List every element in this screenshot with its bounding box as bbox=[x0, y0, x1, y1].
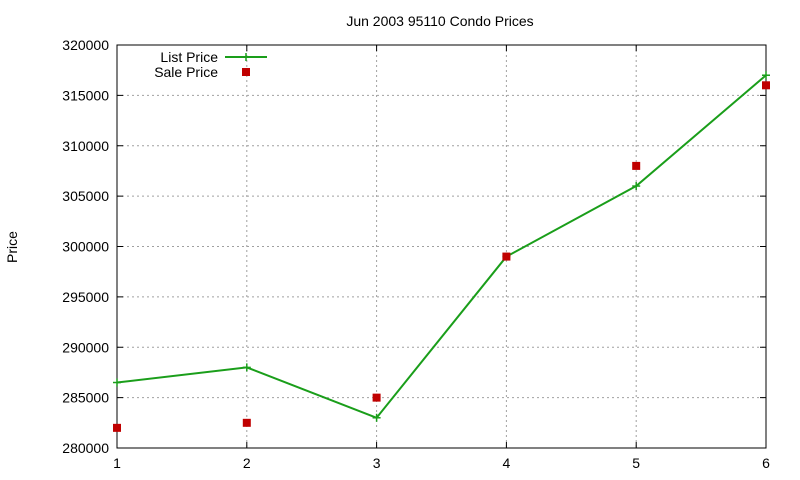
y-tick-label: 280000 bbox=[62, 440, 109, 456]
x-tick-label: 1 bbox=[113, 455, 121, 471]
series-line bbox=[116, 74, 767, 419]
y-tick-label: 320000 bbox=[62, 37, 109, 53]
y-tick-label: 300000 bbox=[62, 239, 109, 255]
data-point-square bbox=[372, 393, 381, 402]
data-point-square bbox=[113, 423, 121, 432]
legend-label: Sale Price bbox=[154, 64, 218, 80]
y-tick-label: 290000 bbox=[62, 339, 109, 355]
y-tick-label: 305000 bbox=[62, 188, 109, 204]
x-tick-labels: 1 2 3 4 5 6 bbox=[113, 455, 770, 471]
x-tick-label: 3 bbox=[373, 455, 381, 471]
data-point-square bbox=[502, 252, 511, 261]
series-layer bbox=[113, 71, 770, 432]
plot-frame bbox=[116, 44, 767, 449]
data-point-plus bbox=[372, 413, 381, 422]
legend-label: List Price bbox=[160, 49, 218, 65]
data-point-plus bbox=[113, 378, 121, 387]
series-0 bbox=[113, 71, 770, 422]
data-point-square bbox=[242, 418, 251, 427]
data-point-plus bbox=[762, 71, 770, 80]
grid bbox=[117, 45, 766, 448]
y-tick-labels: 280000 285000 290000 295000 300000 305000 3100… bbox=[62, 37, 109, 456]
x-tick-label: 6 bbox=[762, 455, 770, 471]
legend-square-marker bbox=[242, 68, 250, 76]
series-1 bbox=[113, 81, 770, 432]
y-axis-label: Price bbox=[4, 231, 20, 263]
x-tick-label: 5 bbox=[632, 455, 640, 471]
legend-plus-marker bbox=[242, 53, 250, 61]
y-tick-label: 285000 bbox=[62, 390, 109, 406]
y-tick-label: 315000 bbox=[62, 87, 109, 103]
y-tick-label: 310000 bbox=[62, 138, 109, 154]
data-point-square bbox=[632, 161, 641, 170]
data-point-square bbox=[762, 81, 770, 90]
y-tick-label: 295000 bbox=[62, 289, 109, 305]
data-point-plus bbox=[242, 363, 251, 372]
x-tick-label: 2 bbox=[243, 455, 251, 471]
data-point-plus bbox=[632, 182, 641, 191]
chart-title: Jun 2003 95110 Condo Prices bbox=[346, 13, 533, 29]
x-tick-label: 4 bbox=[503, 455, 511, 471]
